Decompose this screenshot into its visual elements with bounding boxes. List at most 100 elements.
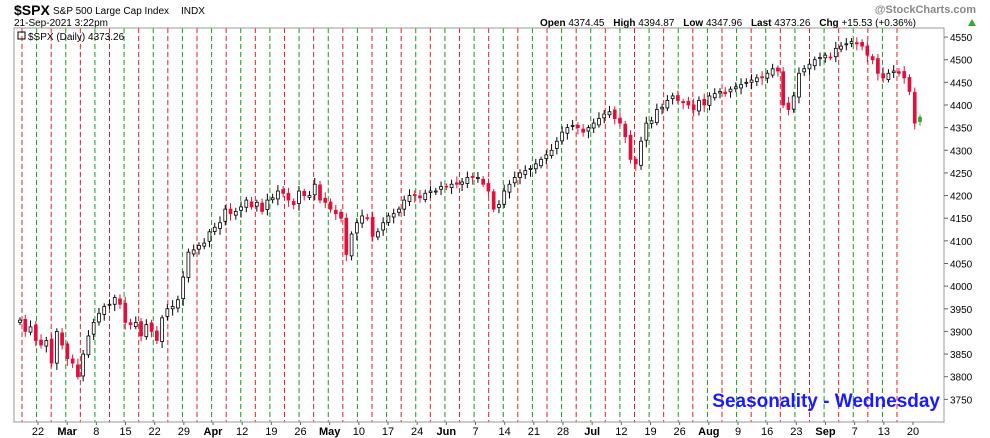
x-tick-label: 19 (265, 426, 277, 438)
candle-body (391, 213, 396, 218)
candle-body (897, 71, 901, 74)
y-tick-label: 4000 (950, 282, 973, 293)
x-tick-label: 15 (119, 426, 131, 438)
candle-body (460, 181, 464, 185)
candle-body (212, 226, 217, 232)
candle-body (549, 149, 554, 156)
y-tick-label: 4200 (950, 192, 973, 203)
candle-body (523, 170, 528, 175)
candle-body (407, 195, 412, 202)
candle-body (654, 109, 659, 124)
last-value: 4373.26 (774, 18, 811, 29)
candle-body (660, 106, 664, 110)
chart-name: S&P 500 Large Cap Index (53, 6, 169, 17)
candle-body (365, 217, 370, 220)
candle-body (386, 215, 391, 223)
candle-body (491, 191, 496, 210)
candle-body (260, 202, 264, 212)
candle-body (633, 158, 638, 165)
candle-body (539, 158, 543, 167)
candle-body (565, 127, 570, 134)
candle-body (444, 185, 449, 188)
candle-body (276, 190, 280, 200)
candle-body (291, 201, 296, 206)
candle-body (602, 113, 607, 119)
candle-body (139, 321, 143, 337)
candle-body (60, 332, 64, 346)
candle-body (891, 70, 896, 73)
candle-body (23, 318, 28, 332)
candle-body (402, 199, 407, 210)
candle-body (665, 100, 670, 109)
y-tick-label: 4300 (950, 146, 973, 157)
candle-body (697, 100, 701, 112)
y-tick-label: 4400 (950, 101, 973, 112)
candle-body (281, 189, 286, 194)
candle-body (165, 308, 170, 317)
x-tick-label: 9 (735, 426, 741, 438)
x-tick-label: 12 (615, 426, 627, 438)
candle-body (433, 190, 438, 193)
candle-body (686, 100, 691, 106)
candle-body (339, 211, 343, 219)
candle-body (181, 276, 186, 300)
candle-body (133, 321, 138, 327)
candle-body (65, 343, 70, 359)
chart-symbol: $SPX (14, 2, 50, 18)
candle-body (881, 73, 886, 79)
candle-body (76, 364, 80, 378)
candle-body (381, 222, 386, 231)
x-tick-label: 22 (32, 426, 44, 438)
x-tick-label: Sep (815, 426, 835, 438)
candle-body (786, 102, 791, 110)
candle-body (239, 206, 243, 211)
candle-body (776, 67, 780, 72)
candle-body (423, 192, 428, 201)
y-tick-label: 4550 (950, 33, 973, 44)
candle-body (170, 306, 175, 310)
candle-body (702, 98, 707, 106)
chg-label: Chg (819, 18, 838, 29)
y-tick-label: 4500 (950, 56, 973, 67)
candle-body (860, 42, 864, 47)
candle-body (502, 190, 507, 205)
brand-logo: @StockCharts.com (875, 4, 976, 16)
open-label: Open (540, 18, 566, 29)
candle-body (612, 109, 617, 119)
x-tick-label: 29 (178, 426, 190, 438)
high-label: High (613, 18, 635, 29)
candle-body (749, 79, 754, 83)
candle-body (691, 104, 696, 110)
candle-body (70, 358, 75, 364)
x-axis: 22 Mar 8 15 22 29 Apr 12 19 26 May 10 17 24 Jun 7 14 21 28… (32, 422, 919, 438)
candle-body (449, 183, 454, 188)
candle-body (102, 306, 107, 315)
candle-body (839, 45, 843, 50)
candle-body (676, 95, 680, 101)
candle-body (439, 186, 443, 190)
candle-body (481, 178, 486, 185)
candle-body (918, 116, 922, 123)
plot-frame (13, 27, 945, 423)
x-tick-label: 8 (93, 426, 99, 438)
candle-body (739, 84, 743, 89)
candle-body (376, 231, 380, 238)
candle-body (454, 182, 459, 185)
x-tick-label: 14 (499, 426, 511, 438)
candle-body (507, 183, 512, 193)
candle-body (397, 208, 401, 213)
candle-body (791, 95, 796, 110)
candle-body (297, 190, 301, 204)
candle-body (465, 177, 470, 184)
candle-body (254, 201, 259, 207)
x-tick-label: Jul (584, 426, 600, 438)
x-tick-label: 17 (382, 426, 394, 438)
candle-body (49, 338, 54, 364)
candle-body (486, 183, 491, 192)
candle-body (581, 128, 586, 133)
candle-body (244, 199, 249, 208)
candle-body (518, 172, 522, 178)
x-tick-label: 20 (907, 426, 919, 438)
candle-body (886, 72, 891, 81)
